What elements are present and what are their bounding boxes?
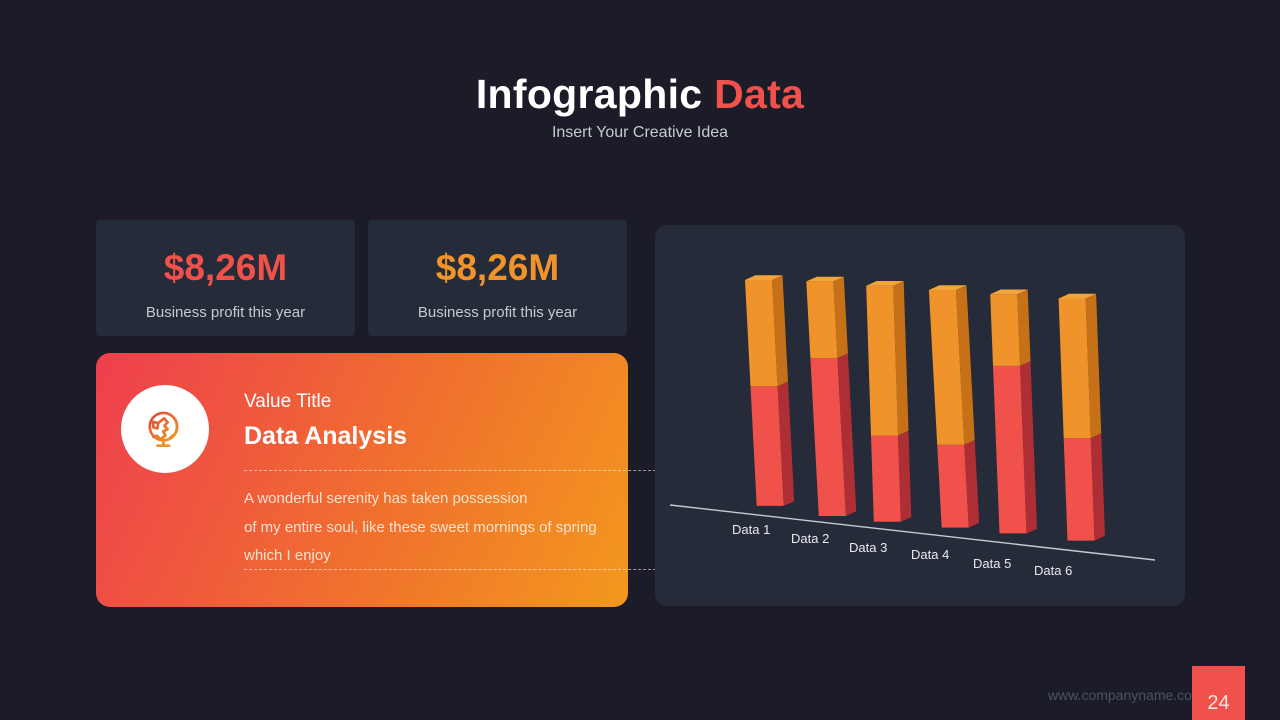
svg-text:Data 5: Data 5 [973, 556, 1011, 571]
svg-text:Data 4: Data 4 [911, 547, 949, 562]
svg-text:Data 1: Data 1 [732, 522, 770, 537]
svg-text:Data 2: Data 2 [791, 531, 829, 546]
svg-text:Data 6: Data 6 [1034, 563, 1072, 578]
svg-text:Data 3: Data 3 [849, 540, 887, 555]
